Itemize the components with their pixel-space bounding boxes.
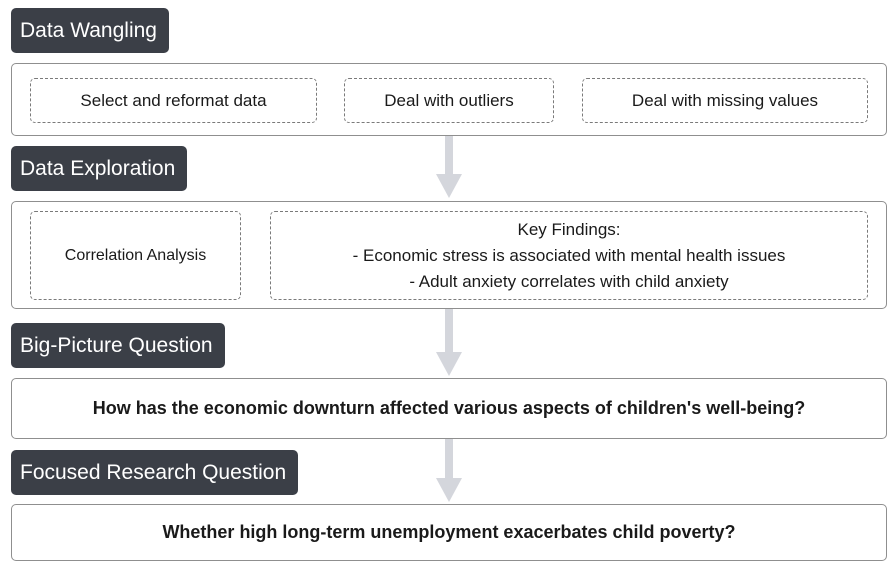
panel-data-wangling: Select and reformat data Deal with outli… [11,63,887,136]
panel-data-exploration: Correlation Analysis Key Findings: - Eco… [11,201,887,309]
stage-label-data-wangling: Data Wangling [11,8,169,53]
stage-label-focused-research-question: Focused Research Question [11,450,299,495]
finding-economic-stress: - Economic stress is associated with men… [352,245,786,265]
key-findings-title: Key Findings: [517,219,621,239]
correlation-analysis: Correlation Analysis [30,211,241,300]
finding-adult-anxiety: - Adult anxiety correlates with child an… [409,271,729,291]
key-findings: Key Findings: - Economic stress is assoc… [270,211,868,300]
stage-label-data-exploration: Data Exploration [11,146,188,191]
arrow-bigpicture-to-focused [436,438,462,502]
step-missing-values: Deal with missing values [582,78,868,123]
step-outliers: Deal with outliers [344,78,554,123]
panel-focused-research-question: Whether high long-term unemployment exac… [11,504,887,561]
stage-label-big-picture-question: Big-Picture Question [11,323,225,368]
panel-big-picture-question: How has the economic downturn affected v… [11,378,887,439]
big-picture-question-text: How has the economic downturn affected v… [92,398,806,418]
arrow-wrangling-to-exploration [436,134,462,198]
arrow-exploration-to-bigpicture [436,308,462,376]
step-select-reformat: Select and reformat data [30,78,317,123]
focused-research-question-text: Whether high long-term unemployment exac… [162,522,736,542]
